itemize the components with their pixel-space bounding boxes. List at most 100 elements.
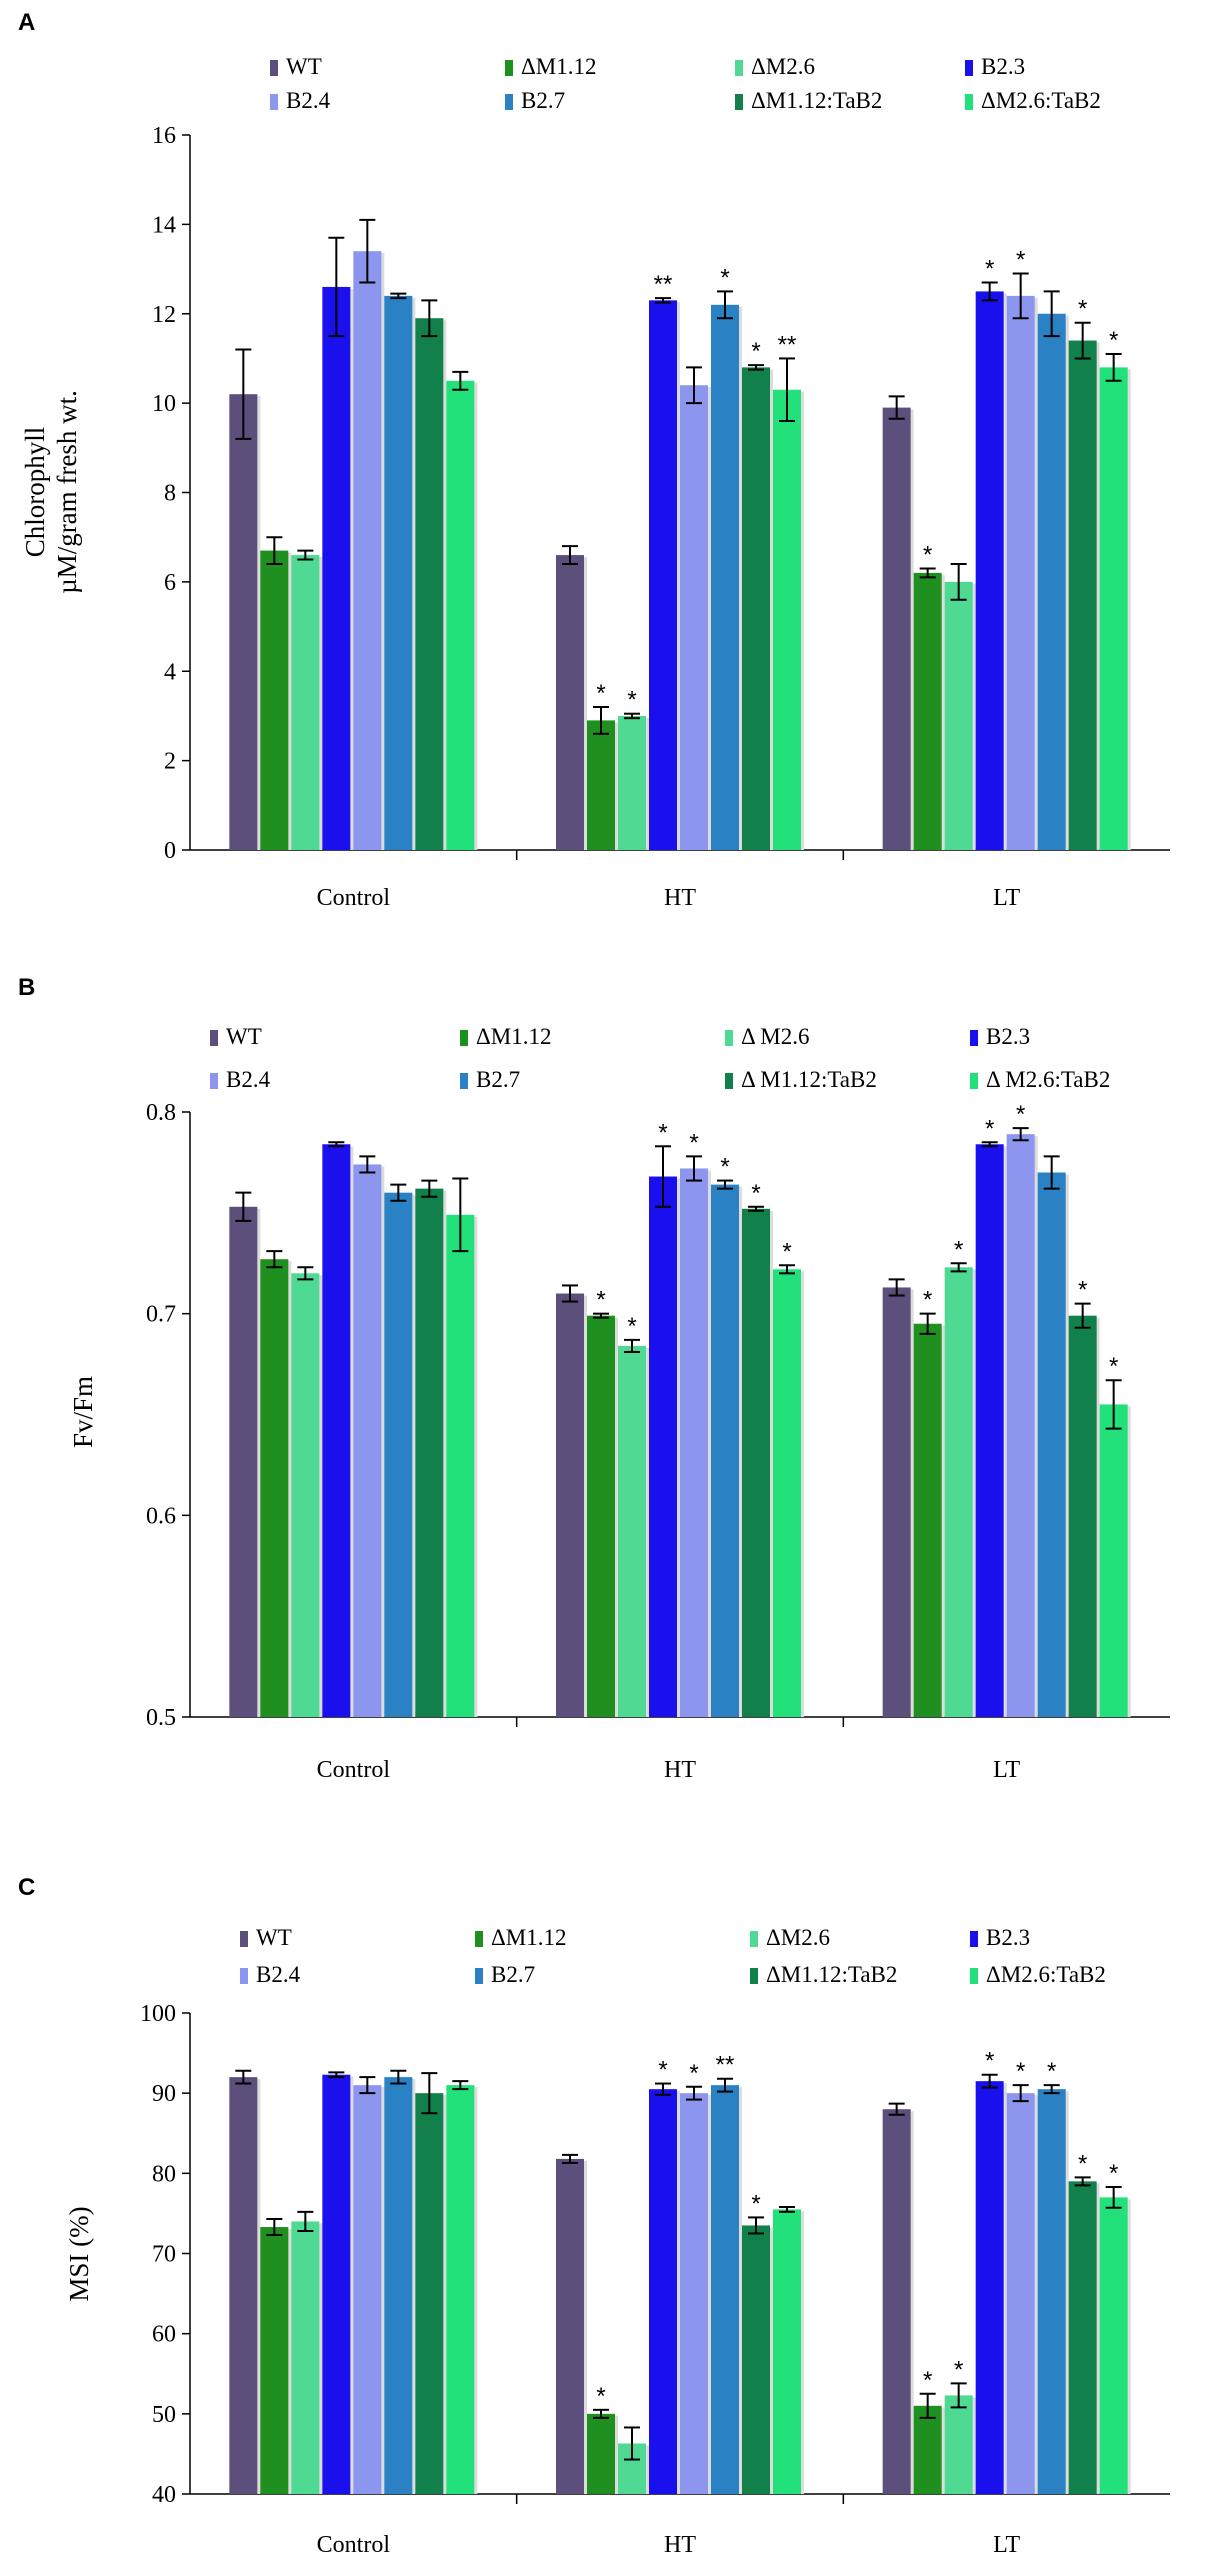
significance-star: * [1109, 2160, 1118, 2187]
y-tick-label: 2 [164, 749, 176, 775]
bar [1006, 295, 1035, 850]
y-tick-label: 90 [152, 2081, 176, 2107]
bar [773, 2209, 801, 2494]
y-tick-label: 10 [152, 391, 176, 417]
legend-label: B2.3 [986, 1024, 1030, 1049]
legend-label: WT [226, 1024, 262, 1049]
significance-star: * [1078, 296, 1087, 323]
significance-star: * [720, 264, 729, 291]
significance-star: ** [778, 331, 797, 358]
y-tick-label: 70 [152, 2242, 176, 2268]
significance-star: * [954, 1236, 963, 1263]
bar [229, 2077, 258, 2494]
bar [1037, 1172, 1066, 1717]
bar [1006, 2093, 1035, 2494]
bar [1099, 1404, 1128, 1717]
legend-swatch [270, 60, 278, 76]
significance-star: ** [716, 2052, 735, 2079]
y-tick-label: 4 [164, 659, 176, 685]
bar [556, 2158, 584, 2494]
y-tick-label: 12 [152, 302, 176, 328]
significance-star: * [751, 1180, 760, 1207]
bar [446, 1214, 475, 1717]
significance-star: * [596, 1287, 605, 1314]
y-tick-label: 8 [164, 481, 176, 507]
significance-star: * [751, 2190, 760, 2217]
bar [260, 1259, 289, 1717]
significance-star: * [1109, 327, 1118, 354]
bar [1068, 1315, 1097, 1717]
significance-star: * [1047, 2058, 1056, 2085]
legend-swatch [725, 1030, 733, 1046]
bar [882, 1287, 911, 1717]
bar [913, 1323, 942, 1717]
bar [680, 1168, 708, 1717]
bar [587, 1315, 615, 1717]
legend-label: ΔM1.12:TaB2 [751, 88, 882, 113]
legend-swatch [475, 1968, 483, 1984]
bar [1068, 2181, 1097, 2494]
bar [1037, 2089, 1066, 2494]
y-tick-label: 0.6 [146, 1503, 176, 1529]
significance-star: * [627, 1313, 636, 1340]
legend-swatch [210, 1073, 218, 1089]
significance-star: * [1109, 1353, 1118, 1380]
bar [260, 2227, 289, 2494]
legend-swatch [970, 1931, 978, 1947]
legend-swatch [970, 1073, 978, 1089]
bar [556, 555, 584, 850]
significance-star: * [751, 338, 760, 365]
significance-star: * [985, 1115, 994, 1142]
legend-label: B2.7 [491, 1962, 535, 1987]
y-tick-label: 40 [152, 2482, 176, 2508]
bar [1006, 1134, 1035, 1717]
bar [587, 720, 615, 850]
bar [415, 2093, 444, 2494]
bar [322, 286, 351, 850]
x-tick-label: Control [317, 885, 391, 911]
legend-swatch [240, 1968, 248, 1984]
legend-swatch [460, 1073, 468, 1089]
significance-star: * [1016, 2058, 1025, 2085]
significance-star: * [720, 1154, 729, 1181]
legend-label: ΔM2.6 [751, 54, 815, 79]
legend-label: B2.3 [981, 54, 1025, 79]
bar [944, 581, 973, 850]
bar [944, 2395, 973, 2494]
y-tick-label: 6 [164, 570, 176, 596]
significance-star: * [1016, 1101, 1025, 1128]
legend-swatch [750, 1968, 758, 1984]
y-tick-label: 50 [152, 2402, 176, 2428]
significance-star: * [627, 687, 636, 714]
significance-star: * [689, 2060, 698, 2087]
bar [291, 555, 320, 850]
bar [1037, 313, 1066, 850]
legend-label: Δ M2.6 [741, 1024, 809, 1049]
bar [446, 2085, 475, 2494]
legend-swatch [970, 1968, 978, 1984]
x-tick-label: Control [317, 2532, 391, 2558]
bar [618, 715, 646, 850]
y-tick-label: 0.7 [146, 1302, 176, 1328]
bar [291, 2221, 320, 2494]
significance-star: * [1078, 1277, 1087, 1304]
legend-label: WT [286, 54, 322, 79]
bar [353, 2085, 382, 2494]
bar [649, 1176, 677, 1717]
bar [415, 318, 444, 850]
legend-swatch [270, 94, 278, 110]
legend-label: WT [256, 1925, 292, 1950]
significance-star: * [985, 2048, 994, 2075]
bar [322, 1144, 351, 1717]
x-tick-label: LT [993, 2532, 1020, 2558]
bar [229, 1206, 258, 1717]
bar [975, 2081, 1004, 2494]
legend-label: ΔM1.12:TaB2 [766, 1962, 897, 1987]
bar [384, 2077, 413, 2494]
bar [742, 1208, 770, 1717]
y-axis-label: Fv/Fm [68, 1376, 98, 1448]
bar [384, 295, 413, 850]
x-tick-label: LT [993, 1757, 1020, 1783]
legend-label: B2.7 [521, 88, 565, 113]
